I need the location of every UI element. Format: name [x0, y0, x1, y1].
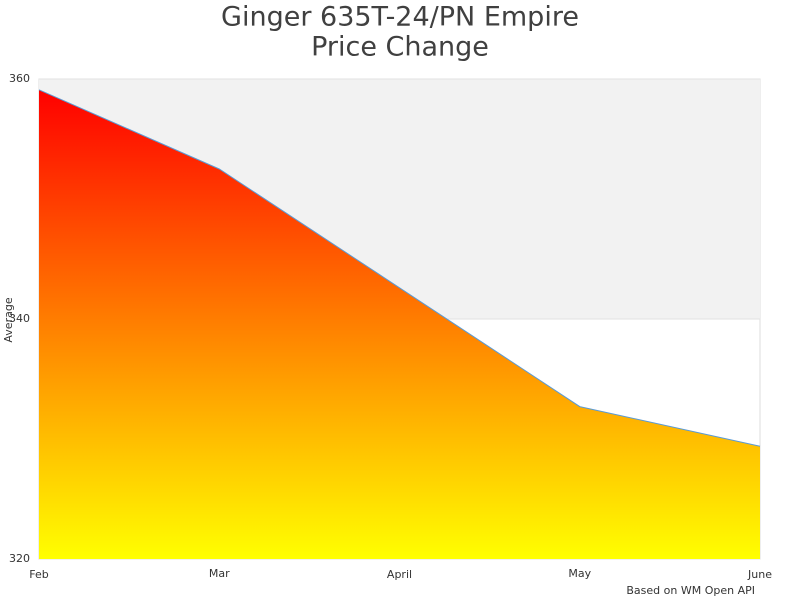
x-tick-label: Feb — [29, 568, 48, 581]
x-tick-label: June — [747, 568, 772, 581]
x-tick-label: May — [568, 567, 591, 580]
line — [38, 89, 761, 447]
credit: Based on WM Open API — [626, 584, 755, 597]
x-tick-label: April — [387, 568, 412, 581]
chart-title: Ginger 635T-24/PN Empire — [221, 2, 579, 33]
area — [39, 89, 760, 560]
y-axis-label: Average — [2, 297, 15, 342]
y-tick-label: 360 — [9, 72, 30, 85]
x-tick-label: Mar — [209, 567, 230, 580]
y-tick-label: 320 — [9, 552, 30, 565]
chart-title: Price Change — [311, 32, 489, 63]
y-tick-label: 340 — [9, 312, 30, 325]
